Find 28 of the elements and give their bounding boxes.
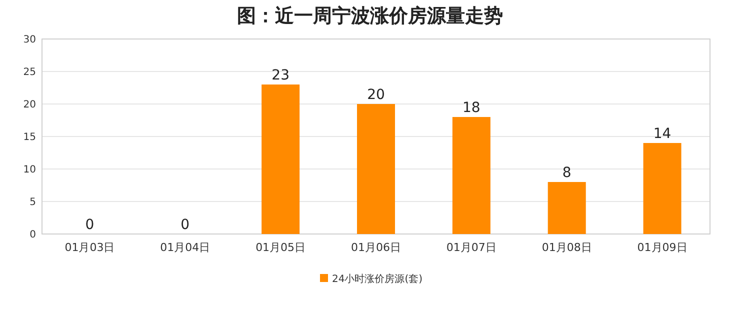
bar	[357, 104, 395, 234]
data-label: 14	[653, 126, 672, 142]
data-label: 0	[85, 217, 94, 233]
bar	[262, 84, 300, 234]
x-tick-label: 01月04日	[160, 241, 210, 254]
x-tick-label: 01月06日	[351, 241, 401, 254]
x-tick-label: 01月09日	[637, 241, 688, 254]
legend-label: 24小时涨价房源(套)	[332, 273, 423, 285]
y-tick-label: 0	[30, 230, 36, 240]
bar	[452, 117, 490, 234]
y-tick-label: 15	[23, 132, 36, 143]
x-tick-label: 01月08日	[542, 241, 592, 254]
y-tick-label: 10	[23, 164, 36, 176]
data-label: 23	[272, 68, 290, 84]
y-tick-label: 30	[23, 34, 36, 46]
x-tick-label: 01月07日	[446, 241, 496, 254]
data-label: 20	[367, 87, 385, 103]
y-tick-label: 20	[23, 100, 36, 110]
bar	[643, 143, 682, 234]
data-label: 18	[462, 100, 480, 116]
x-tick-label: 01月05日	[256, 241, 306, 254]
bar	[548, 182, 586, 234]
data-label: 8	[562, 165, 572, 181]
chart-title: 图：近一周宁波涨价房源量走势	[237, 5, 503, 27]
y-tick-label: 5	[30, 197, 36, 208]
x-tick-label: 01月03日	[64, 241, 115, 254]
y-tick-label: 25	[23, 67, 36, 78]
data-label: 0	[180, 217, 190, 233]
